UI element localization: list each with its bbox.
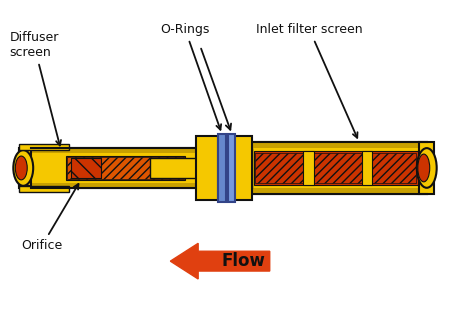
FancyArrow shape [171, 243, 270, 279]
Bar [19, 183, 200, 188]
Bar [66, 156, 185, 180]
Bar [19, 150, 31, 186]
Bar [19, 148, 200, 188]
Ellipse shape [15, 156, 27, 180]
Text: Diffuser
screen: Diffuser screen [9, 31, 61, 146]
Bar [19, 144, 69, 150]
Text: O-Rings: O-Rings [161, 23, 221, 130]
Bar [196, 148, 252, 188]
Bar [67, 157, 184, 179]
Bar [19, 186, 69, 192]
Bar [196, 136, 218, 200]
Ellipse shape [14, 150, 33, 186]
Text: Flow: Flow [222, 252, 266, 270]
Bar [372, 153, 416, 183]
Bar [19, 148, 200, 153]
Bar [254, 151, 420, 185]
Bar [71, 158, 101, 178]
Bar [71, 158, 101, 178]
Bar [255, 153, 302, 183]
Bar [250, 188, 427, 194]
Ellipse shape [417, 148, 436, 188]
Bar [315, 153, 362, 183]
Bar [315, 153, 362, 183]
Ellipse shape [418, 154, 430, 182]
Bar [218, 134, 226, 202]
Bar [419, 142, 434, 194]
Bar [372, 153, 416, 183]
Bar [234, 136, 252, 200]
Bar [150, 158, 200, 178]
Bar [255, 153, 302, 183]
Text: Orifice: Orifice [21, 184, 78, 252]
Text: Inlet filter screen: Inlet filter screen [256, 23, 363, 138]
Bar [228, 134, 235, 202]
Bar [302, 151, 315, 185]
Bar [250, 142, 427, 148]
Bar [250, 142, 427, 194]
Bar [362, 151, 372, 185]
